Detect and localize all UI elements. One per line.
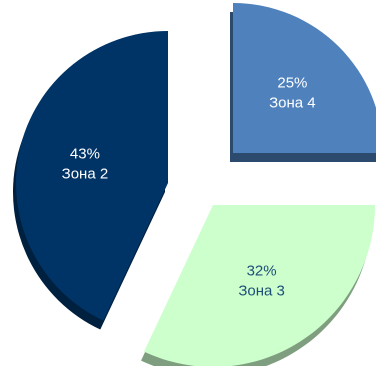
pie-slice-name-label: Зона 2 — [62, 165, 109, 182]
pie-slice-3: 43% Зона 2 — [12, 31, 169, 330]
pie-slice-face — [15, 31, 169, 321]
pie-slice-2: 32% Зона 3 — [141, 205, 375, 366]
pie-slice-percent-label: 25% — [277, 75, 307, 92]
pie-slice-1: 25% Зона 4 — [230, 3, 376, 162]
pie-slice-percent-label: 43% — [70, 145, 100, 162]
pie-slice-face — [233, 3, 376, 153]
pie-slice-face — [144, 205, 375, 366]
pie-slice-name-label: Зона 3 — [238, 283, 285, 300]
pie-slice-percent-label: 32% — [247, 263, 277, 280]
pie-slice-name-label: Зона 4 — [269, 95, 316, 112]
